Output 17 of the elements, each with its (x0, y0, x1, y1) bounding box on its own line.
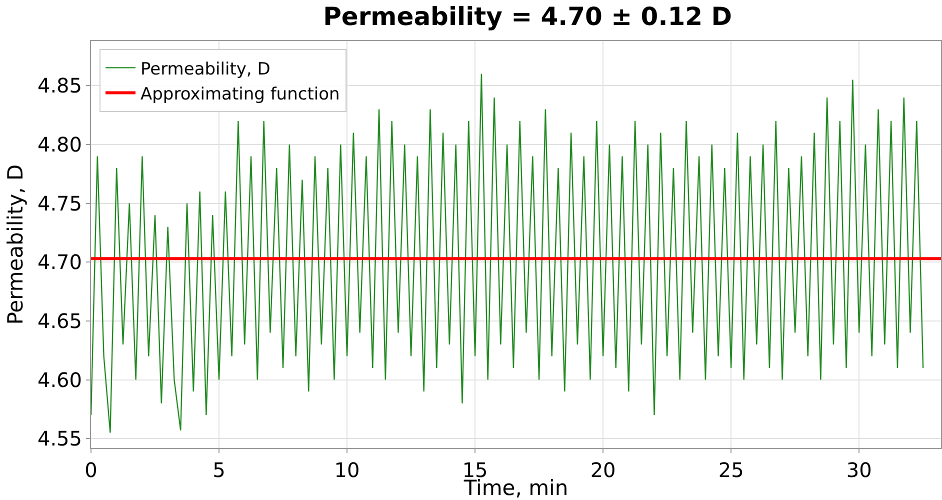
x-tick-label: 20 (590, 458, 616, 482)
y-tick-label: 4.80 (37, 132, 82, 157)
y-axis-title: Permeability, D (4, 164, 28, 325)
y-tick-label: 4.85 (37, 74, 82, 98)
chart-title: Permeability = 4.70 ± 0.12 D (323, 2, 732, 31)
y-tick-label: 4.70 (37, 250, 82, 274)
legend-label: Permeability, D (140, 59, 270, 80)
y-tick-label: 4.60 (37, 368, 82, 392)
x-tick-label: 25 (718, 458, 744, 482)
x-tick-label: 10 (334, 458, 360, 482)
legend-label: Approximating function (140, 84, 340, 104)
y-tick-label: 4.55 (37, 426, 82, 451)
y-tick-label: 4.65 (37, 308, 82, 333)
x-tick-label: 0 (84, 458, 98, 482)
y-tick-label: 4.75 (37, 191, 82, 216)
x-tick-label: 30 (846, 458, 872, 482)
x-tick-label: 5 (212, 458, 226, 482)
